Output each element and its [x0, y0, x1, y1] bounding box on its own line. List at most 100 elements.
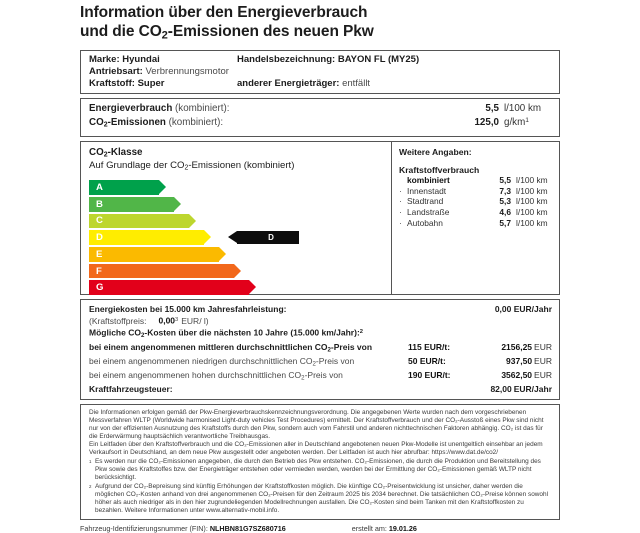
energy-value: 5,5 — [485, 102, 499, 114]
co2-cost-row: bei einem angenommenen mittleren durchsc… — [89, 342, 552, 356]
energy-label: Energieverbrauch — [89, 102, 173, 114]
fuel-row-unit: l/100 km — [516, 196, 548, 207]
efficiency-bar-label: E — [96, 248, 103, 260]
anderer-energietraeger-value: entfällt — [342, 77, 371, 89]
fuel-row-label: Stadtrand — [407, 196, 444, 207]
efficiency-class-b: B — [89, 197, 391, 212]
energy-label-sheet: Information über den Energieverbrauch un… — [80, 0, 560, 533]
cost-row-fuelprice: (Kraftstoffpreis: 0,003 EUR/ l) — [89, 315, 209, 326]
marke-label: Marke: — [89, 54, 120, 66]
further-details-panel: Weitere Angaben: Kraftstoffverbrauch kom… — [391, 142, 559, 295]
bullet-icon: · — [399, 185, 402, 196]
co2-cost-row-rate: 50 EUR/t: — [408, 355, 446, 366]
efficiency-bar-f: F — [89, 263, 242, 279]
fineprint-paragraph-1: Die Informationen erfolgen gemäß der Pkw… — [89, 409, 544, 441]
cost-row-energy: Energiekosten bei 15.000 km Jahresfahrle… — [89, 304, 552, 315]
kfzsteuer-value: 82,00 EUR/Jahr — [490, 384, 552, 395]
fuel-row-value: 4,6 — [499, 207, 511, 218]
fuel-row-value: 5,5 — [499, 175, 511, 186]
efficiency-bar-b: B — [89, 197, 182, 212]
fuel-row: · Stadtrand 5,3 l/100 km — [399, 196, 553, 207]
co2-cost-row-text: bei einem angenommenen mittleren durchsc… — [89, 341, 373, 353]
consumption-row-co2: CO2-Emissionen (kombiniert): 125,0 g/km1 — [89, 115, 551, 132]
fuel-row-label: kombiniert — [407, 175, 450, 186]
efficiency-bar-label: D — [96, 232, 103, 244]
vin-value: NLHBN81G7SZ680716 — [209, 524, 286, 533]
handelsbezeichnung-value: BAYON FL (MY25) — [337, 54, 420, 66]
co2-class-subheading: Auf Grundlage der CO2-Emissionen (kombin… — [89, 159, 295, 172]
fuel-consumption-heading: Kraftstoffverbrauch — [399, 165, 480, 176]
co2-cost-row-amount: 3562,50 EUR — [501, 370, 552, 381]
marke-value: Hyundai — [122, 54, 160, 66]
efficiency-bar-c: C — [89, 213, 197, 229]
kraftstoff-value: Super — [137, 77, 165, 89]
co2-cost-row-amount: 937,50 EUR — [506, 355, 552, 366]
efficiency-bar-g: G — [89, 280, 257, 295]
bullet-icon: · — [399, 207, 402, 218]
fuel-row-label: Autobahn — [407, 217, 443, 228]
footer: Fahrzeug-Identifizierungsnummer (FIN): N… — [80, 524, 560, 533]
co2-class-pointer: D — [228, 231, 299, 245]
anderer-energietraeger-label: anderer Energieträger: — [237, 77, 340, 89]
fuel-row-unit: l/100 km — [516, 207, 548, 218]
kraftstoff-label: Kraftstoff: — [89, 77, 135, 89]
fineprint-paragraph-2: Ein Leitfaden über den Kraftstoffverbrau… — [89, 441, 543, 457]
efficiency-class-c: C — [89, 213, 391, 229]
cost-row-tax: Kraftfahrzeugsteuer: 82,00 EUR/Jahr — [89, 384, 552, 395]
co2-label-suffix: (kombiniert): — [165, 117, 224, 129]
created-date-value: 19.01.26 — [388, 524, 417, 533]
fuel-row-label: Landstraße — [407, 207, 450, 218]
energy-unit: l/100 km — [504, 102, 542, 114]
fuel-row: · Innenstadt 7,3 l/100 km — [399, 186, 553, 197]
antriebsart-label: Antriebsart: — [89, 66, 143, 78]
co2-class-heading: CO2-Klasse — [89, 147, 143, 159]
vehicle-row-marke: Marke: Hyundai Handelsbezeichnung: BAYON… — [89, 54, 553, 66]
co2-cost-row: bei einem angenommenen niedrigen durchsc… — [89, 356, 552, 370]
fineprint-box: Die Informationen erfolgen gemäß der Pkw… — [80, 404, 560, 521]
consumption-row-energy: Energieverbrauch (kombiniert): 5,5 l/100… — [89, 103, 551, 116]
fuel-row-label: Innenstadt — [407, 185, 447, 196]
vin-label: Fahrzeug-Identifizierungsnummer (FIN): N… — [80, 524, 286, 533]
costs-box: Energiekosten bei 15.000 km Jahresfahrle… — [80, 299, 560, 401]
handelsbezeichnung-label: Handelsbezeichnung: — [237, 54, 336, 66]
co2-unit: g/km1 — [504, 117, 529, 129]
title-line-2: und die CO2-Emissionen des neuen Pkw — [80, 23, 374, 42]
efficiency-class-g: G — [89, 280, 391, 295]
bullet-icon — [399, 175, 407, 186]
co2-class-box: CO2-Klasse Auf Grundlage der CO2-Emissio… — [80, 141, 560, 296]
kraftstoffpreis-label: (Kraftstoffpreis: — [89, 315, 147, 326]
fuel-row-unit: l/100 km — [516, 185, 548, 196]
efficiency-bar-d: D — [89, 230, 212, 245]
efficiency-class-e: E — [89, 247, 391, 262]
fuel-row-value: 7,3 — [499, 185, 511, 196]
efficiency-bar-label: F — [96, 265, 102, 277]
further-heading: Weitere Angaben: — [399, 147, 472, 158]
fuel-consumption-list: kombiniert 5,5 l/100 km · Innenstadt 7,3 l/100… — [399, 175, 553, 228]
consumption-box: Energieverbrauch (kombiniert): 5,5 l/100… — [80, 97, 560, 138]
efficiency-bar-a: A — [89, 180, 167, 195]
co2-label: CO2-Emissionen — [89, 117, 166, 129]
page-title: Information über den Energieverbrauch un… — [80, 0, 560, 50]
fuel-row: · Landstraße 4,6 l/100 km — [399, 207, 553, 218]
co2-cost-row-amount: 2156,25 EUR — [501, 341, 552, 352]
efficiency-class-f: F — [89, 263, 391, 279]
fuel-row-unit: l/100 km — [516, 217, 548, 228]
fuel-row-unit: l/100 km — [516, 175, 548, 186]
co2-cost-rows: bei einem angenommenen mittleren durchsc… — [89, 342, 552, 385]
efficiency-bar-label: C — [96, 215, 103, 227]
antriebsart-value: Verbrennungsmotor — [145, 66, 229, 78]
bullet-icon: · — [399, 217, 402, 228]
cost-row-co2-heading: Mögliche CO2-Kosten über die nächsten 10… — [89, 327, 552, 342]
fineprint-note-1: 1 Es werden nur die CO₂-Emissionen angeg… — [89, 458, 541, 482]
kraftstoffpreis-unit: EUR/ l) — [181, 315, 209, 326]
efficiency-bar-label: B — [96, 198, 103, 210]
fuel-row: kombiniert 5,5 l/100 km — [399, 175, 553, 186]
vehicle-row-kraftstoff: Kraftstoff: Super anderer Energieträger:… — [89, 78, 553, 90]
efficiency-class-a: A — [89, 180, 391, 195]
efficiency-bar-e: E — [89, 247, 227, 262]
title-line-1: Information über den Energieverbrauch — [80, 4, 368, 21]
fuel-row-value: 5,3 — [499, 196, 511, 207]
vehicle-identification-box: Marke: Hyundai Handelsbezeichnung: BAYON… — [80, 50, 560, 94]
